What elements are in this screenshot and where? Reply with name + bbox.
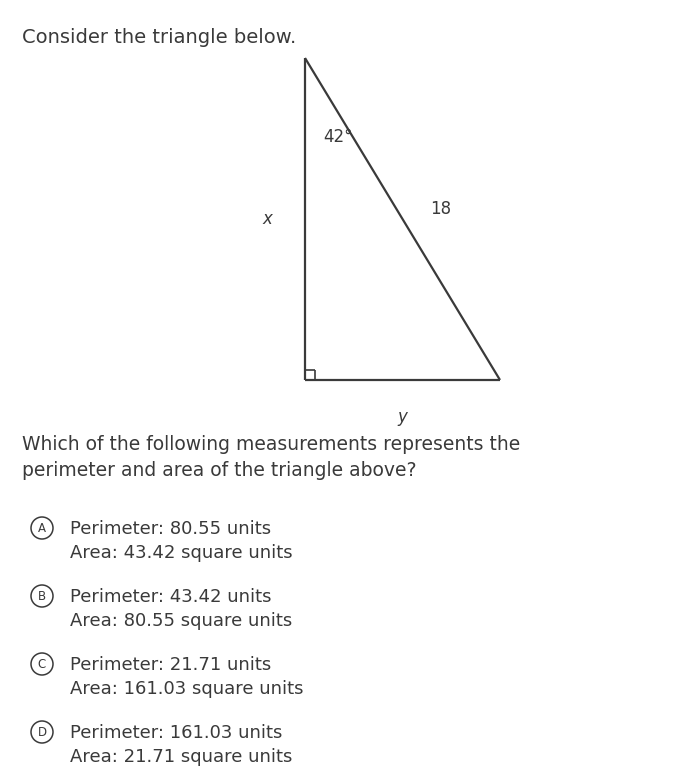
Text: Which of the following measurements represents the: Which of the following measurements repr… bbox=[22, 435, 520, 454]
Text: Perimeter: 21.71 units: Perimeter: 21.71 units bbox=[70, 656, 271, 674]
Text: Consider the triangle below.: Consider the triangle below. bbox=[22, 28, 296, 47]
Text: B: B bbox=[38, 590, 46, 602]
Text: y: y bbox=[397, 408, 408, 426]
Text: Perimeter: 161.03 units: Perimeter: 161.03 units bbox=[70, 724, 282, 742]
Text: C: C bbox=[38, 658, 46, 670]
Text: D: D bbox=[38, 726, 47, 738]
Text: Perimeter: 43.42 units: Perimeter: 43.42 units bbox=[70, 588, 272, 606]
Text: Area: 21.71 square units: Area: 21.71 square units bbox=[70, 748, 292, 766]
Text: Area: 43.42 square units: Area: 43.42 square units bbox=[70, 544, 293, 562]
Text: 18: 18 bbox=[431, 200, 452, 218]
Text: Area: 80.55 square units: Area: 80.55 square units bbox=[70, 612, 292, 630]
Text: x: x bbox=[262, 210, 272, 228]
Text: 42°: 42° bbox=[323, 128, 353, 146]
Text: Area: 161.03 square units: Area: 161.03 square units bbox=[70, 680, 303, 698]
Text: A: A bbox=[38, 521, 46, 535]
Text: Perimeter: 80.55 units: Perimeter: 80.55 units bbox=[70, 520, 271, 538]
Text: perimeter and area of the triangle above?: perimeter and area of the triangle above… bbox=[22, 461, 417, 480]
